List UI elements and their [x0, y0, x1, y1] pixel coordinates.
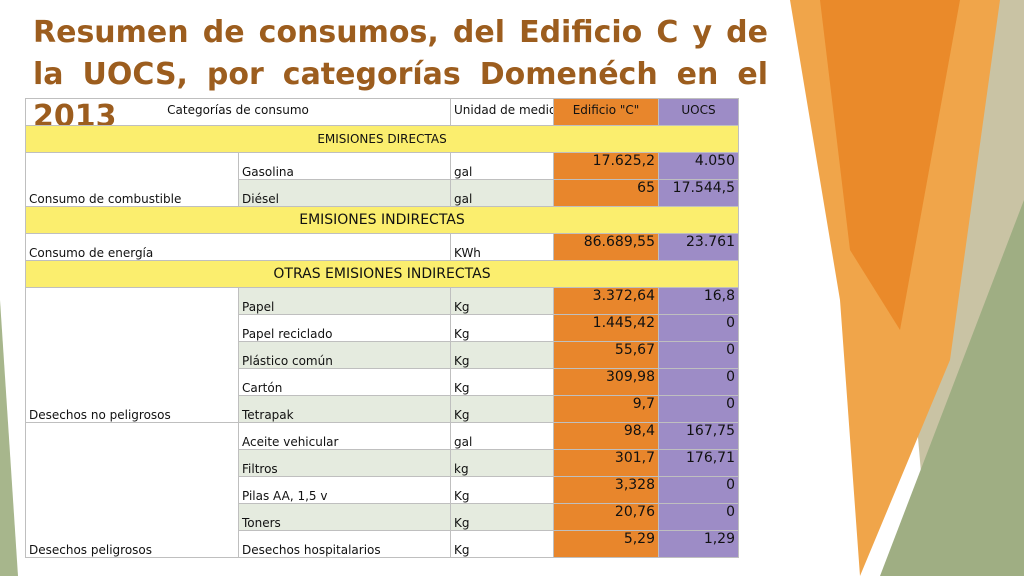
- value-cell: 0: [658, 395, 739, 423]
- table-row: EMISIONES DIRECTAS: [25, 125, 739, 153]
- group-label: Consumo de energía: [25, 233, 451, 261]
- table-row: Papel reciclado Kg 1.445,42 0: [26, 314, 739, 342]
- unit-cell: gal: [450, 179, 554, 207]
- group-label: Desechos peligrosos: [25, 422, 239, 558]
- value-cell: 9,7: [553, 395, 659, 423]
- value-cell: 4.050: [658, 152, 739, 180]
- item-cell: Plástico común: [238, 341, 451, 369]
- unit-cell: Kg: [450, 341, 554, 369]
- unit-cell: gal: [450, 422, 554, 450]
- item-cell: Filtros: [238, 449, 451, 477]
- value-cell: 17.544,5: [658, 179, 739, 207]
- table-row: Consumo de combustible Gasolina gal 17.625,…: [25, 152, 739, 207]
- value-cell: 16,8: [658, 287, 739, 315]
- value-cell: 309,98: [553, 368, 659, 396]
- item-cell: Tetrapak: [238, 395, 451, 423]
- left-green-shape: [0, 300, 18, 576]
- unit-cell: Kg: [450, 368, 554, 396]
- unit-cell: KWh: [450, 233, 554, 261]
- value-cell: 0: [658, 341, 739, 369]
- value-cell: 86.689,55: [553, 233, 659, 261]
- value-cell: 301,7: [553, 449, 659, 477]
- value-cell: 0: [658, 368, 739, 396]
- unit-cell: Kg: [450, 530, 554, 558]
- orange-shape-dark: [820, 0, 960, 330]
- item-cell: Gasolina: [238, 152, 451, 180]
- value-cell: 1.445,42: [553, 314, 659, 342]
- item-cell: Toners: [238, 503, 451, 531]
- value-cell: 17.625,2: [553, 152, 659, 180]
- item-cell: Cartón: [238, 368, 451, 396]
- group-label: Consumo de combustible: [25, 152, 239, 207]
- value-cell: 65: [553, 179, 659, 207]
- green-shape: [880, 200, 1024, 576]
- value-cell: 98,4: [553, 422, 659, 450]
- unit-cell: gal: [450, 152, 554, 180]
- value-cell: 3,328: [553, 476, 659, 504]
- section-title: OTRAS EMISIONES INDIRECTAS: [25, 260, 739, 288]
- table-row: Toners Kg 20,76 0: [26, 503, 739, 531]
- table-row: Plástico común Kg 55,67 0: [26, 341, 739, 369]
- item-cell: Aceite vehicular: [238, 422, 451, 450]
- item-cell: Desechos hospitalarios: [238, 530, 451, 558]
- section-title: EMISIONES INDIRECTAS: [25, 206, 739, 234]
- header-cell: UOCS: [658, 98, 739, 126]
- value-cell: 0: [658, 314, 739, 342]
- value-cell: 5,29: [553, 530, 659, 558]
- unit-cell: Kg: [450, 503, 554, 531]
- unit-cell: Kg: [450, 314, 554, 342]
- value-cell: 0: [658, 476, 739, 504]
- table-row: Desechos hospitalarios Kg 5,29 1,29: [26, 530, 739, 558]
- unit-cell: kg: [450, 449, 554, 477]
- unit-cell: Kg: [450, 476, 554, 504]
- value-cell: 1,29: [658, 530, 739, 558]
- header-cell: Categorías de consumo: [25, 98, 451, 126]
- header-cell: Edificio "C": [553, 98, 659, 126]
- table-row: OTRAS EMISIONES INDIRECTAS: [25, 260, 739, 288]
- table-row: Cartón Kg 309,98 0: [26, 368, 739, 396]
- table-row: Tetrapak Kg 9,7 0: [26, 395, 739, 423]
- value-cell: 0: [658, 503, 739, 531]
- group-label: Desechos no peligrosos: [25, 287, 239, 423]
- value-cell: 23.761: [658, 233, 739, 261]
- value-cell: 3.372,64: [553, 287, 659, 315]
- table-row: Desechos peligrosos Aceite vehicular gal 98…: [25, 422, 739, 558]
- value-cell: 20,76: [553, 503, 659, 531]
- item-cell: Diésel: [238, 179, 451, 207]
- value-cell: 55,67: [553, 341, 659, 369]
- value-cell: 176,71: [658, 449, 739, 477]
- unit-cell: Kg: [450, 287, 554, 315]
- section-title: EMISIONES DIRECTAS: [25, 125, 739, 153]
- header-cell: Unidad de medida física: [450, 98, 554, 126]
- unit-cell: Kg: [450, 395, 554, 423]
- table-row: Consumo de energía KWh 86.689,55 23.761: [25, 233, 739, 261]
- table-row: EMISIONES INDIRECTAS: [25, 206, 739, 234]
- table-row: Filtros kg 301,7 176,71: [26, 449, 739, 477]
- item-cell: Papel: [238, 287, 451, 315]
- item-cell: Pilas AA, 1,5 v: [238, 476, 451, 504]
- table-row: Desechos no peligrosos Papel Kg 3.372,64 16,…: [25, 287, 739, 423]
- table-row: Diésel gal 65 17.544,5: [26, 179, 739, 207]
- item-cell: Papel reciclado: [238, 314, 451, 342]
- value-cell: 167,75: [658, 422, 739, 450]
